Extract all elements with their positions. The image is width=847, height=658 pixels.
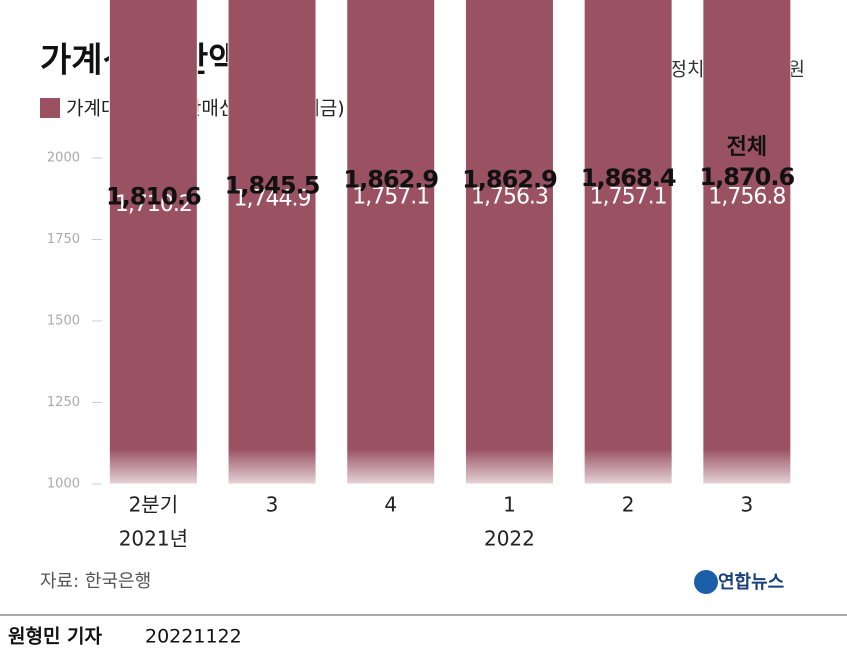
bar-segment [583, 0, 673, 485]
bar-segment [108, 0, 198, 485]
bar-fade [465, 449, 554, 484]
legend-swatch [40, 98, 60, 118]
total-label: 1,870.6 [699, 163, 794, 191]
x-tick-label: 1 [503, 493, 516, 517]
x-tick-label: 2 [622, 493, 635, 517]
y-tick-label: 1750 [47, 232, 80, 247]
x-group-label: 2021년 [119, 527, 188, 551]
date: 20221122 [145, 626, 242, 648]
total-label: 1,862.9 [462, 166, 557, 194]
total-label: 1,862.9 [343, 166, 438, 194]
x-tick-label: 4 [384, 493, 397, 517]
bar-fade [702, 449, 791, 484]
data-label: 1,756.3 [471, 185, 548, 210]
total-annotation: 전체 [727, 135, 767, 160]
y-tick-label: 2000 [47, 151, 80, 166]
x-tick-label: 3 [740, 493, 753, 517]
total-label: 1,810.6 [106, 183, 201, 211]
bar-segment [227, 0, 317, 485]
bar-fade [228, 449, 317, 484]
author: 원형민 기자 [8, 626, 103, 648]
logo-icon [694, 570, 718, 594]
bar-fade [346, 449, 435, 484]
x-tick-label: 2분기 [129, 493, 179, 517]
bar-segment [346, 0, 436, 485]
bar-fade [584, 449, 673, 484]
total-label: 1,868.4 [581, 164, 676, 192]
total-label: 1,845.5 [225, 171, 320, 199]
bar-segment [464, 0, 554, 485]
data-label: 1,757.1 [352, 185, 429, 210]
data-label: 1,710.2 [115, 192, 192, 217]
logo: 연합뉴스 [718, 571, 784, 593]
bar-segment [702, 0, 792, 485]
x-tick-label: 3 [266, 493, 279, 517]
y-tick-label: 1250 [47, 395, 80, 410]
data-label: 1,744.9 [234, 187, 311, 212]
y-tick-label: 1000 [47, 477, 80, 492]
data-label: 1,756.8 [708, 185, 785, 210]
bar-fade [109, 449, 198, 484]
y-tick-label: 1500 [47, 314, 80, 329]
x-group-label: 2022 [484, 527, 535, 551]
source: 자료: 한국은행 [40, 571, 151, 592]
data-label: 1,757.1 [590, 185, 667, 210]
